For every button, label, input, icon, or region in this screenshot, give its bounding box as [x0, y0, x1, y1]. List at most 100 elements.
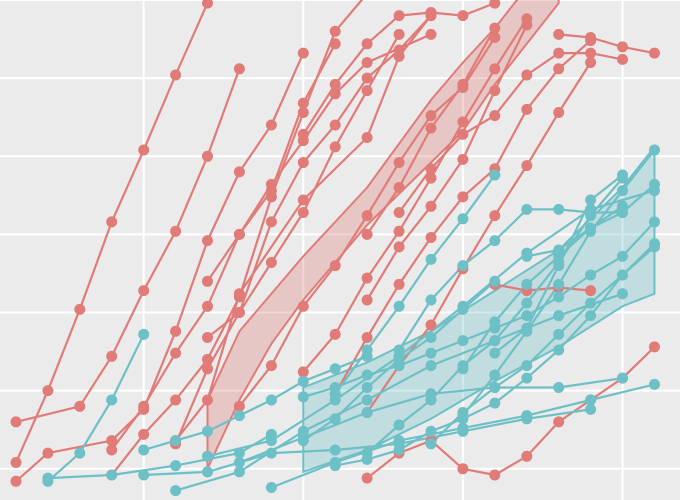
red-data-point-9-2	[297, 300, 309, 312]
teal-data-point-33-3	[489, 235, 501, 247]
red-data-point-5-1	[202, 363, 213, 375]
teal-data-point-29-4	[425, 347, 437, 359]
teal-data-point-24-3	[361, 394, 373, 406]
red-data-point-17-6	[553, 416, 565, 428]
teal-data-point-36-0	[457, 363, 469, 375]
red-data-point-10-2	[361, 272, 373, 284]
teal-data-point-27-2	[393, 435, 405, 447]
red-data-point-2-5	[202, 235, 213, 247]
red-data-point-6-1	[202, 394, 213, 406]
teal-data-point-31-2	[393, 444, 405, 456]
teal-data-point-35-5	[617, 185, 628, 197]
red-data-point-2-8	[297, 47, 309, 59]
teal-data-point-38-4	[649, 178, 660, 190]
teal-data-point-22-6	[329, 363, 341, 375]
teal-data-point-33-0	[393, 344, 405, 356]
teal-data-point-34-7	[649, 241, 660, 253]
teal-data-point-30-5	[489, 169, 501, 181]
teal-data-point-31-8	[585, 310, 597, 322]
red-data-point-5-7	[393, 28, 405, 40]
red-data-point-8-6	[425, 28, 437, 40]
red-data-point-11-0	[297, 128, 309, 140]
red-data-point-12-2	[393, 278, 405, 290]
red-data-point-19-0	[553, 28, 565, 40]
red-data-point-13-7	[585, 57, 597, 68]
red-data-point-15-0	[361, 228, 373, 240]
teal-data-point-27-0	[265, 482, 277, 493]
teal-data-point-33-4	[521, 203, 533, 215]
red-data-point-15-2	[425, 122, 437, 134]
teal-data-point-27-5	[585, 394, 597, 406]
teal-data-point-25-0	[202, 450, 213, 462]
red-data-point-14-5	[521, 19, 533, 31]
teal-data-point-29-11	[649, 216, 660, 228]
red-confidence-ribbon	[206, 0, 560, 470]
red-data-point-9-5	[393, 157, 405, 168]
teal-data-point-20-1	[74, 447, 86, 459]
teal-data-point-31-5	[489, 397, 501, 409]
teal-series-line-22	[143, 355, 368, 452]
teal-data-point-35-1	[489, 369, 501, 381]
teal-data-point-20-3	[138, 328, 150, 340]
red-data-point-11-3	[393, 10, 405, 22]
red-data-point-6-2	[233, 288, 245, 300]
red-data-point-0-2	[74, 303, 86, 315]
red-data-point-13-5	[521, 160, 533, 172]
red-data-point-12-6	[521, 103, 533, 115]
red-data-point-14-2	[425, 200, 437, 212]
red-series-line-3	[110, 43, 337, 451]
red-data-point-5-6	[361, 85, 373, 97]
teal-data-point-21-1	[106, 469, 118, 481]
red-data-point-16-3	[489, 110, 501, 122]
red-data-point-1-3	[138, 285, 150, 297]
red-data-point-2-7	[265, 119, 277, 131]
teal-series-line-20	[47, 333, 145, 483]
teal-data-point-28-1	[329, 413, 341, 425]
teal-data-point-31-6	[521, 372, 533, 384]
teal-data-point-23-2	[265, 447, 277, 459]
teal-data-point-24-4	[425, 360, 437, 372]
teal-data-point-34-6	[617, 269, 628, 281]
red-series-line-10	[302, 18, 528, 373]
red-data-point-11-1	[329, 78, 341, 90]
red-series-line-17	[366, 346, 656, 479]
teal-data-point-26-2	[361, 407, 373, 418]
teal-data-point-30-1	[361, 344, 373, 356]
teal-data-point-27-4	[521, 410, 533, 422]
teal-data-point-28-5	[457, 303, 469, 315]
teal-data-point-21-3	[233, 447, 245, 459]
teal-data-point-31-7	[553, 344, 565, 356]
red-data-point-3-7	[329, 38, 341, 50]
red-data-point-2-1	[42, 447, 54, 459]
red-data-point-19-1	[585, 32, 597, 43]
red-data-point-9-3	[329, 260, 341, 272]
teal-data-point-31-0	[329, 460, 341, 472]
teal-data-point-29-9	[585, 269, 597, 281]
teal-data-point-32-2	[425, 394, 437, 406]
teal-data-point-35-3	[553, 278, 565, 290]
red-data-point-3-1	[138, 400, 150, 412]
red-data-point-17-5	[521, 450, 533, 462]
teal-data-point-26-5	[553, 382, 565, 393]
red-data-point-12-4	[457, 191, 469, 203]
teal-data-point-29-7	[521, 310, 533, 322]
red-data-point-7-6	[393, 44, 405, 56]
red-data-point-17-3	[457, 463, 469, 475]
red-data-point-0-4	[138, 144, 150, 156]
red-data-point-2-0	[10, 475, 22, 487]
teal-data-point-26-0	[233, 457, 245, 468]
teal-data-point-32-1	[393, 419, 405, 431]
red-data-point-10-1	[329, 328, 341, 340]
teal-data-point-32-5	[521, 297, 533, 309]
red-data-point-9-4	[361, 210, 373, 222]
red-data-point-5-5	[329, 141, 341, 153]
red-data-point-7-5	[361, 72, 373, 84]
red-data-point-7-0	[202, 332, 213, 343]
red-data-point-16-7	[617, 53, 628, 65]
red-series-line-19	[558, 33, 655, 55]
teal-data-point-27-6	[649, 378, 660, 390]
teal-data-point-30-2	[393, 300, 405, 312]
teal-data-point-38-2	[585, 222, 597, 234]
red-data-point-14-3	[457, 153, 469, 165]
teal-data-point-26-6	[617, 372, 628, 384]
